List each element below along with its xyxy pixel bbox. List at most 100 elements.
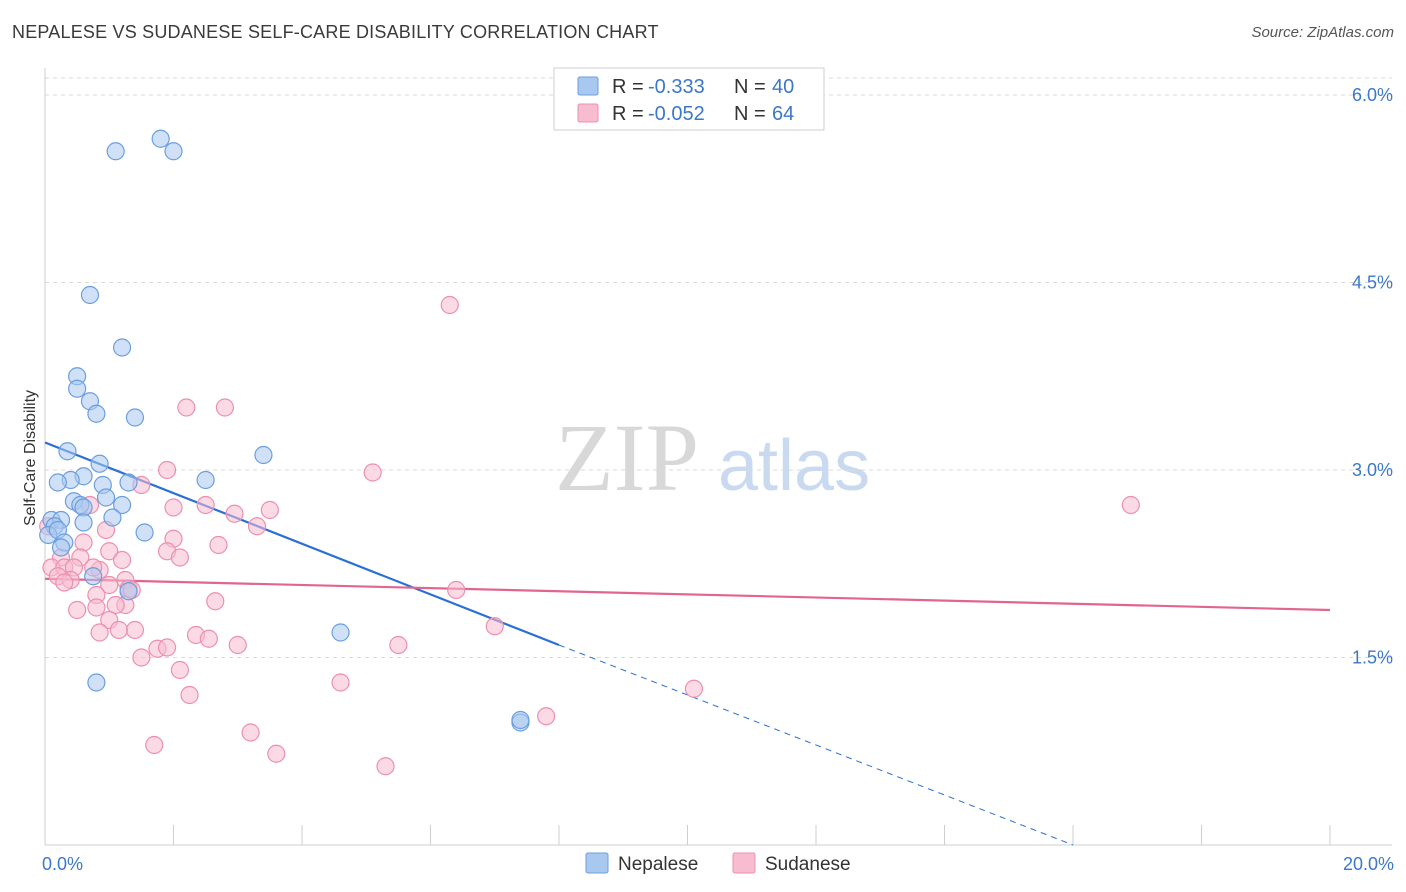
legend-n-label-nepalese: N = xyxy=(734,76,766,98)
sudanese-point xyxy=(206,592,225,611)
legend-n-label-sudanese: N = xyxy=(734,103,766,125)
legend-r-value-nepalese: -0.333 xyxy=(648,76,705,98)
sudanese-point xyxy=(209,535,228,555)
nepalese-point xyxy=(80,285,100,305)
nepalese-point xyxy=(151,129,170,148)
y-axis-title: Self-Care Disability xyxy=(22,390,39,526)
source-label: Source: ZipAtlas.com xyxy=(1251,24,1394,41)
nepalese-point xyxy=(254,445,273,465)
watermark: ZIP atlas xyxy=(555,404,870,511)
nepalese-point xyxy=(87,673,106,692)
sudanese-point xyxy=(164,498,183,517)
nepalese-point xyxy=(68,379,87,398)
nepalese-point xyxy=(51,538,71,557)
nepalese-point xyxy=(164,142,183,161)
y-tick-label: 6.0% xyxy=(1352,85,1393,105)
sudanese-point xyxy=(1121,495,1140,515)
sudanese-point xyxy=(331,673,350,692)
sudanese-point xyxy=(389,635,408,655)
sudanese-point xyxy=(225,504,244,523)
sudanese-point xyxy=(177,398,196,417)
sudanese-point xyxy=(196,495,215,515)
nepalese-point xyxy=(90,454,109,473)
watermark-zip: ZIP xyxy=(555,404,699,511)
sudanese-point xyxy=(55,573,74,592)
grid: 1.5% 3.0% 4.5% 6.0% xyxy=(45,77,1393,668)
nepalese-point xyxy=(84,567,103,586)
legend-n-value-nepalese: 40 xyxy=(772,76,794,98)
sudanese-point xyxy=(485,617,504,636)
nepalese-point xyxy=(48,473,67,492)
nepalese-point xyxy=(87,404,106,423)
sudanese-point xyxy=(145,735,164,755)
sudanese-point xyxy=(74,533,93,552)
sudanese-point xyxy=(241,723,260,742)
bottom-legend-swatch-nepalese xyxy=(585,852,609,874)
y-tick-label: 1.5% xyxy=(1352,648,1393,668)
sudanese-point xyxy=(440,295,459,315)
nepalese-point xyxy=(119,582,138,601)
y-tick-label: 3.0% xyxy=(1352,460,1393,480)
sudanese-point xyxy=(109,620,128,640)
sudanese-point xyxy=(132,648,151,667)
nepalese-point xyxy=(135,523,154,542)
sudanese-point xyxy=(247,517,267,536)
nepalese-point xyxy=(511,710,530,730)
nepalese-point xyxy=(96,488,116,507)
sudanese-point xyxy=(447,580,466,600)
chart-title: NEPALESE VS SUDANESE SELF-CARE DISABILIT… xyxy=(12,22,659,42)
sudanese-point xyxy=(68,600,87,620)
sudanese-point xyxy=(170,660,190,680)
nepalese-point xyxy=(112,495,132,515)
sudanese-point xyxy=(267,744,286,763)
nepalese-point xyxy=(103,508,122,527)
sudanese-point xyxy=(106,595,125,615)
sudanese-point xyxy=(363,463,382,482)
legend-r-value-sudanese: -0.052 xyxy=(648,103,705,125)
sudanese-point xyxy=(87,598,106,617)
sudanese-point xyxy=(100,575,119,595)
nepalese-point xyxy=(331,623,350,642)
trendline-nepalese-extension xyxy=(558,644,1074,846)
nepalese-point xyxy=(106,142,125,161)
nepalese-point xyxy=(196,470,215,490)
bottom-legend-swatch-sudanese xyxy=(732,852,756,874)
legend-box xyxy=(553,67,825,131)
bottom-legend-label-nepalese: Nepalese xyxy=(618,854,698,875)
sudanese-point xyxy=(100,542,119,561)
nepalese-point xyxy=(74,513,93,532)
sudanese-point xyxy=(260,500,279,520)
sudanese-point xyxy=(537,707,556,726)
sudanese-point xyxy=(170,548,190,567)
data-points xyxy=(39,129,1140,776)
sudanese-point xyxy=(199,629,218,648)
sudanese-point xyxy=(684,679,704,698)
legend-n-value-sudanese: 64 xyxy=(772,103,794,125)
nepalese-point xyxy=(119,473,138,492)
trendline-sudanese xyxy=(44,577,1331,612)
sudanese-point xyxy=(90,623,109,642)
x-tick-label: 20.0% xyxy=(1343,854,1394,874)
y-tick-label: 4.5% xyxy=(1352,273,1393,293)
x-tick-label: 0.0% xyxy=(42,854,83,874)
bottom-legend: Nepalese Sudanese xyxy=(585,852,851,875)
legend-swatch-sudanese xyxy=(577,103,599,123)
sudanese-point xyxy=(180,685,199,705)
legend-swatch-nepalese xyxy=(577,76,599,96)
trendline-nepalese xyxy=(44,441,560,647)
legend: R = -0.333 N = 40 R = -0.052 N = 64 xyxy=(553,67,825,131)
nepalese-point xyxy=(112,338,132,357)
nepalese-point xyxy=(58,442,77,461)
sudanese-point xyxy=(215,398,234,417)
sudanese-point xyxy=(125,620,145,640)
watermark-atlas: atlas xyxy=(718,426,870,506)
legend-r-label-sudanese: R = xyxy=(612,103,644,125)
sudanese-point xyxy=(376,757,395,776)
sudanese-point xyxy=(157,638,177,657)
bottom-legend-label-sudanese: Sudanese xyxy=(765,854,851,875)
legend-r-label-nepalese: R = xyxy=(612,76,644,98)
nepalese-point xyxy=(125,408,145,427)
axes: 0.0% 20.0% Self-Care Disability xyxy=(22,68,1394,874)
sudanese-point xyxy=(157,460,177,480)
